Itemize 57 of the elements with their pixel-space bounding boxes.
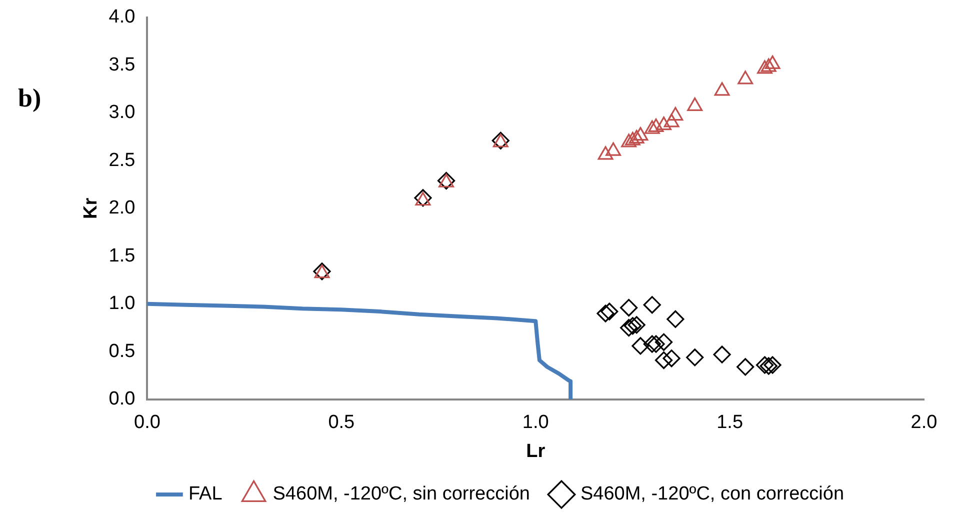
y-tick-label: 1.5 bbox=[108, 245, 136, 266]
point bbox=[598, 146, 614, 160]
y-tick-label: 0.0 bbox=[108, 388, 136, 410]
point bbox=[736, 358, 754, 376]
text: b) bbox=[18, 84, 42, 113]
point bbox=[620, 318, 638, 337]
point bbox=[764, 55, 780, 69]
point bbox=[686, 348, 704, 366]
point bbox=[764, 356, 782, 374]
point bbox=[654, 351, 673, 370]
point bbox=[643, 296, 661, 314]
point bbox=[668, 106, 684, 121]
point bbox=[666, 310, 684, 328]
y-tick-label: 4.0 bbox=[108, 6, 136, 28]
point bbox=[596, 304, 614, 322]
legend-label: FAL bbox=[188, 484, 222, 505]
point bbox=[760, 357, 778, 375]
y-tick-label: 2.0 bbox=[108, 198, 136, 219]
y-tick-label: 3.0 bbox=[108, 102, 136, 124]
point bbox=[664, 114, 680, 128]
point bbox=[620, 298, 638, 317]
point bbox=[628, 130, 644, 144]
point bbox=[624, 317, 642, 335]
point bbox=[643, 335, 661, 353]
point bbox=[606, 142, 622, 156]
legend-label: S460M, -120ºC, con corrección bbox=[580, 484, 844, 505]
x-tick-label: 1.0 bbox=[522, 412, 549, 434]
point bbox=[757, 60, 772, 74]
y-tick-label: 3.5 bbox=[108, 54, 136, 76]
point bbox=[621, 134, 637, 148]
point bbox=[662, 350, 680, 368]
y-tick-label: 0.5 bbox=[108, 340, 136, 362]
point bbox=[713, 346, 731, 364]
point bbox=[656, 116, 672, 130]
point bbox=[647, 335, 665, 353]
point bbox=[600, 302, 618, 320]
x-tick-label: 0.5 bbox=[328, 412, 355, 434]
point bbox=[760, 58, 776, 72]
x-axis-title: Lr bbox=[526, 440, 546, 462]
x-tick-label: 1.5 bbox=[716, 412, 744, 434]
point bbox=[654, 333, 673, 351]
point bbox=[628, 316, 646, 334]
point bbox=[738, 70, 754, 84]
point bbox=[644, 120, 660, 134]
y-tick-label: 2.5 bbox=[108, 150, 136, 171]
x-tick-label: 0.0 bbox=[134, 412, 160, 434]
y-axis-title: Kr bbox=[80, 197, 102, 219]
point bbox=[756, 356, 774, 374]
point bbox=[632, 337, 650, 355]
point bbox=[714, 82, 730, 96]
point bbox=[687, 97, 703, 112]
legend-label: S460M, -120ºC, sin corrección bbox=[272, 484, 530, 505]
point bbox=[632, 127, 648, 141]
point bbox=[648, 118, 664, 132]
point bbox=[624, 132, 640, 146]
x-tick-label: 2.0 bbox=[910, 412, 938, 434]
y-tick-label: 1.0 bbox=[108, 293, 136, 314]
